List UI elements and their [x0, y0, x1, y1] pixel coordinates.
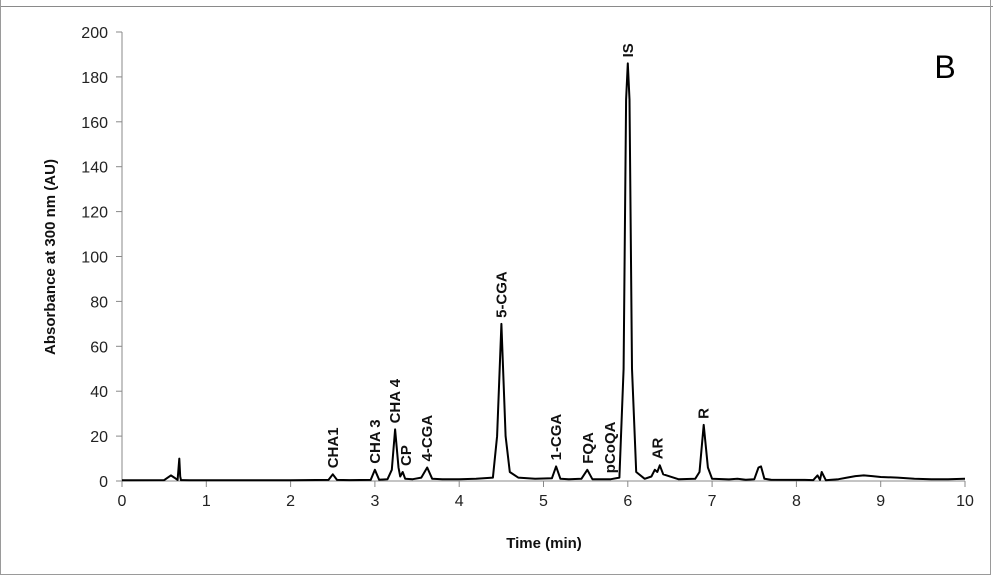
- y-tick-label: 80: [90, 294, 108, 311]
- x-tick-label: 4: [455, 493, 464, 510]
- y-tick-label: 120: [81, 205, 108, 222]
- peak-label: CP: [398, 445, 415, 466]
- y-tick-label: 0: [99, 474, 108, 491]
- y-tick-label: 160: [81, 115, 108, 132]
- peak-label: 1-CGA: [548, 414, 565, 461]
- peak-label: pCoQA: [602, 421, 619, 473]
- x-tick-labels: 0 1 2 3 4 5 6 7 8 9 10: [118, 481, 974, 510]
- peak-label: CHA 3: [367, 419, 384, 463]
- x-tick-label: 2: [286, 493, 295, 510]
- peak-label: CHA 4: [387, 378, 404, 423]
- x-tick-label: 3: [370, 493, 379, 510]
- series-line: [121, 62, 966, 482]
- x-axis-title: Time (min): [506, 535, 582, 552]
- y-tick-label: 180: [81, 70, 108, 87]
- y-tick-label: 140: [81, 160, 108, 177]
- peak-label: 5-CGA: [493, 271, 510, 318]
- y-tick-label: 60: [90, 339, 108, 356]
- x-tick-label: 7: [708, 493, 717, 510]
- peak-label: IS: [620, 43, 637, 57]
- axes: [121, 32, 965, 482]
- peak-label: AR: [649, 437, 666, 459]
- y-tick-label: 200: [81, 25, 108, 42]
- panel-label: B: [934, 49, 955, 85]
- x-tick-label: 6: [623, 493, 632, 510]
- peak-label: 4-CGA: [419, 415, 436, 462]
- y-tick-label: 20: [90, 429, 108, 446]
- y-axis-title: Absorbance at 300 nm (AU): [42, 159, 59, 355]
- y-tick-label: 100: [81, 250, 108, 267]
- x-tick-label: 10: [956, 493, 974, 510]
- y-tick-labels: 0 20 40 60 80 100 120 140 160 180 200: [81, 25, 122, 491]
- peak-label: R: [696, 408, 713, 419]
- peak-label: FQA: [580, 432, 597, 464]
- x-tick-label: 1: [202, 493, 211, 510]
- peak-label: CHA1: [325, 427, 342, 468]
- x-tick-label: 9: [876, 493, 885, 510]
- top-border: [0, 0, 993, 7]
- x-tick-label: 5: [539, 493, 548, 510]
- x-tick-label: 8: [792, 493, 801, 510]
- y-tick-label: 40: [90, 384, 108, 401]
- x-tick-label: 0: [118, 493, 127, 510]
